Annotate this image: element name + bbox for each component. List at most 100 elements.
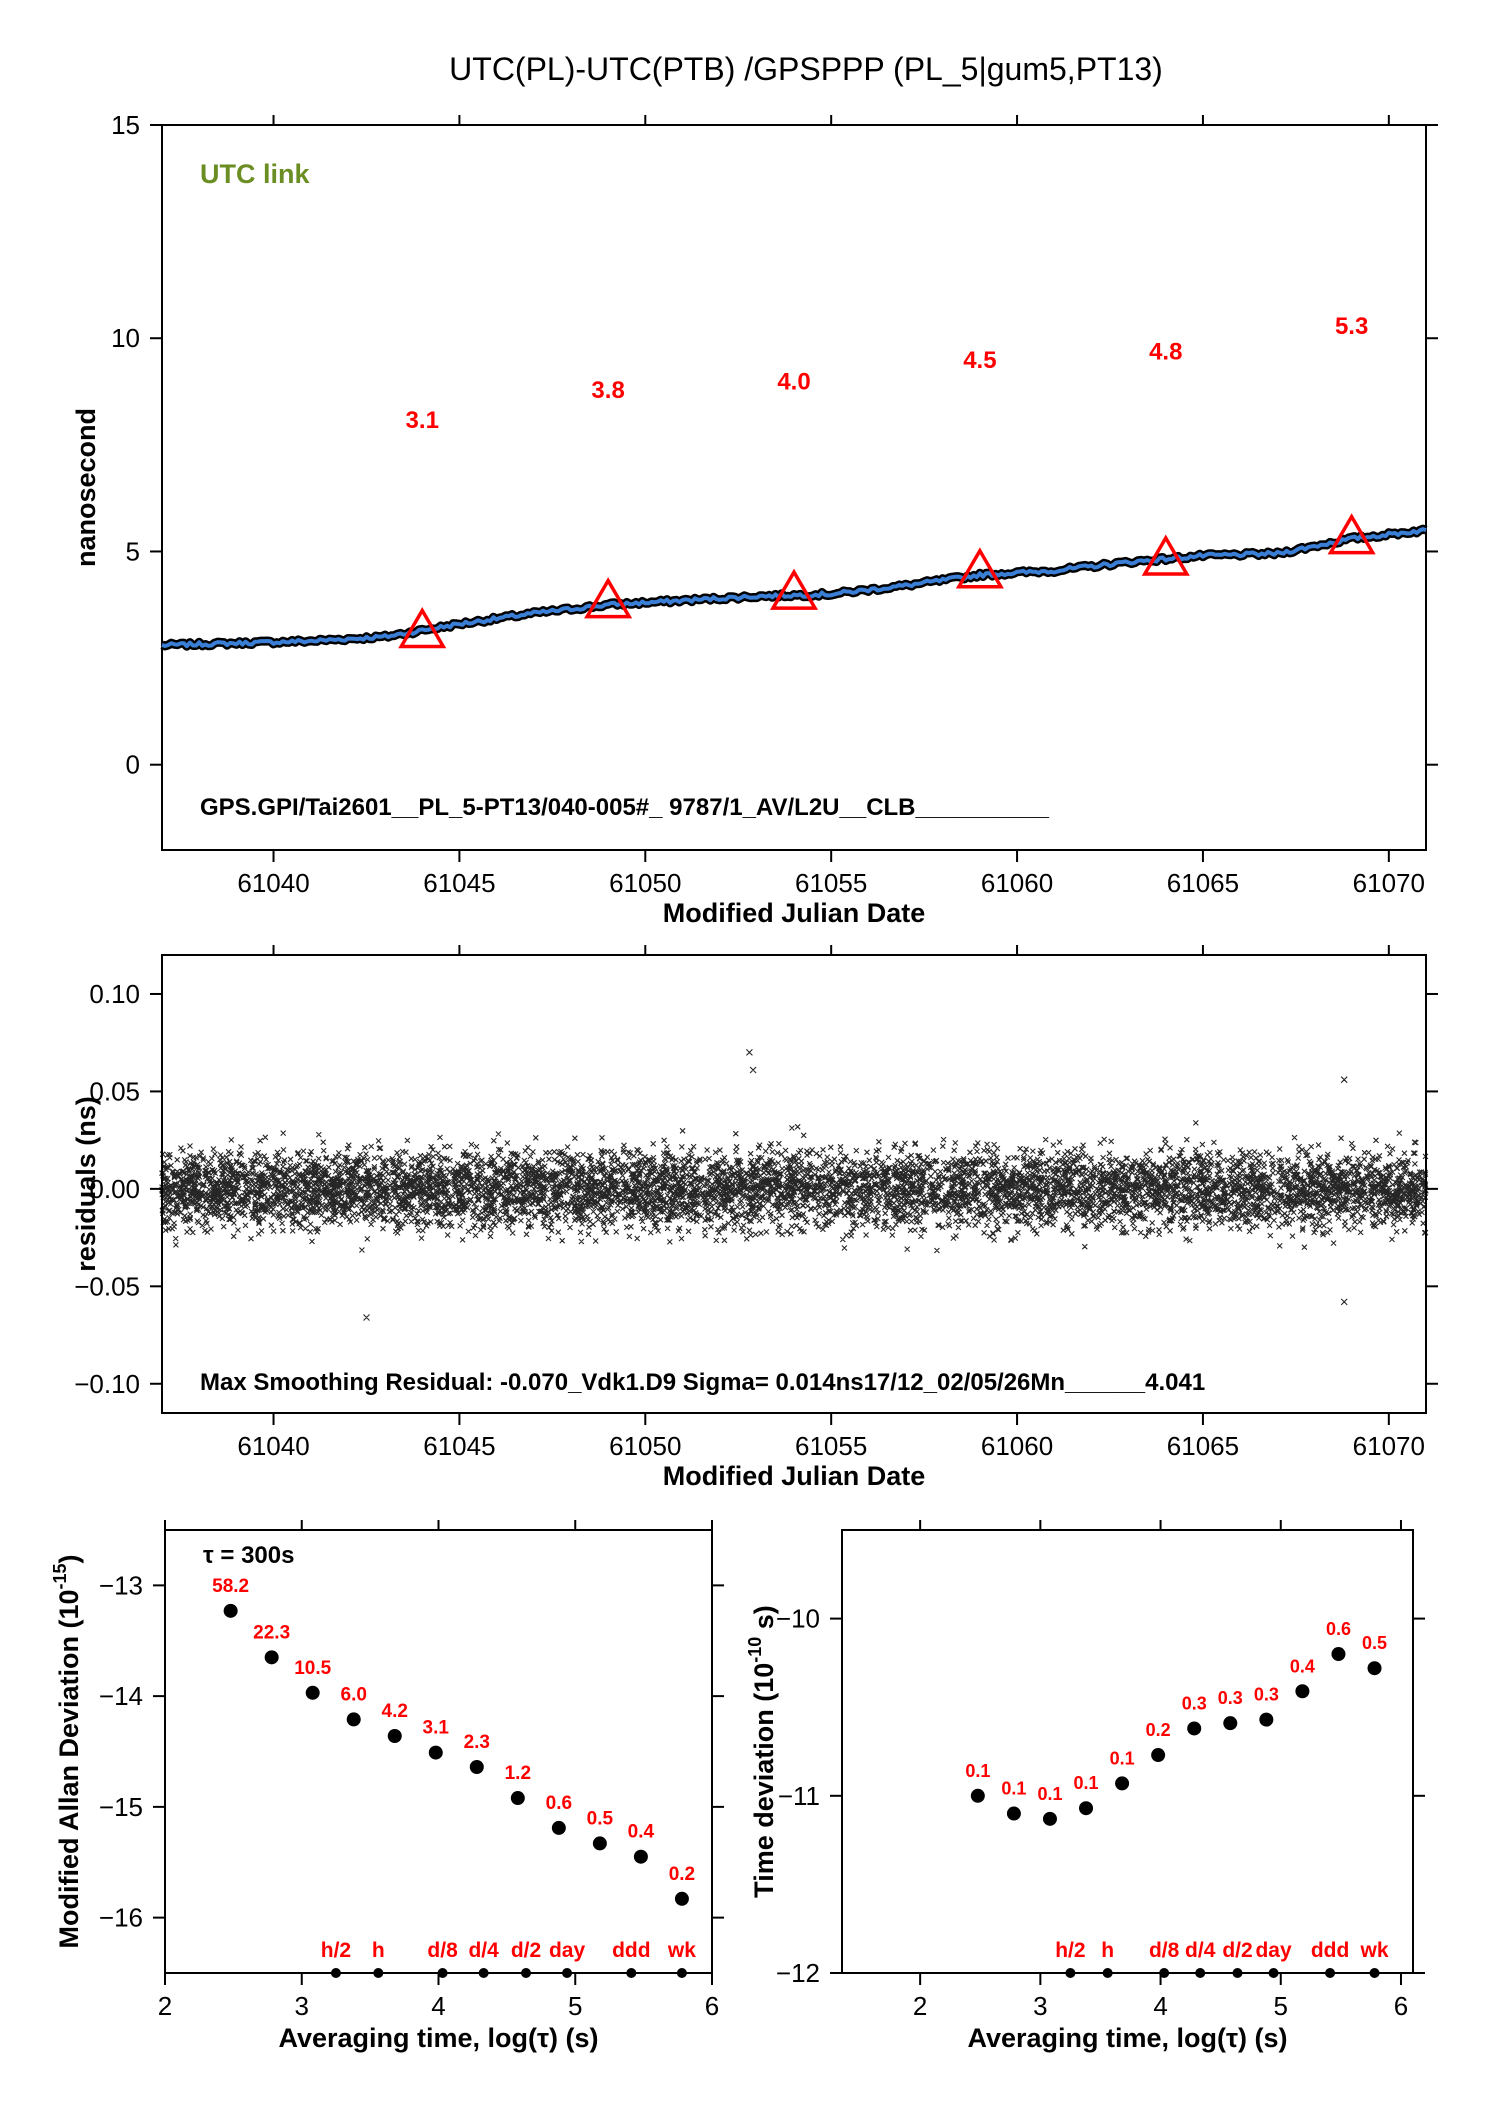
mdev-xtick-label: 2 <box>158 1991 172 2021</box>
res-ytick-label: −0.05 <box>74 1271 140 1301</box>
tdev-point-label: 0.3 <box>1182 1693 1207 1713</box>
mdev-point-label: 22.3 <box>253 1622 290 1643</box>
tdev-point-label: 0.6 <box>1326 1619 1351 1639</box>
tdev-point <box>1259 1712 1274 1727</box>
mdev-point <box>592 1836 607 1851</box>
mdev-point-label: 0.2 <box>669 1864 695 1885</box>
utc-xtick-label: 61060 <box>981 868 1053 898</box>
mdev-y-axis-label: Modified Allan Deviation (10-15) <box>50 1554 84 1948</box>
utc-series-line <box>161 527 1427 649</box>
mdev-time-marker-dot <box>521 1968 532 1978</box>
mdev-point <box>264 1650 279 1665</box>
tdev-time-marker-label: day <box>1255 1939 1292 1962</box>
mdev-time-marker-dot <box>676 1968 687 1978</box>
utc-value-label: 4.8 <box>1149 339 1182 366</box>
tdev-point-label: 0.1 <box>1037 1784 1062 1804</box>
mdev-time-marker-dot <box>373 1968 384 1978</box>
utc-triangle-marker <box>398 607 447 649</box>
mdev-point <box>346 1712 361 1727</box>
tdev-point-label: 0.3 <box>1218 1688 1243 1708</box>
tdev-xtick-label: 5 <box>1274 1991 1288 2021</box>
res-xtick-label: 61045 <box>423 1431 495 1461</box>
tdev-frame <box>841 1529 1414 1974</box>
tdev-time-marker-dot <box>1195 1968 1206 1978</box>
utc-xtick-label: 61065 <box>1167 868 1239 898</box>
mdev-point <box>223 1603 238 1618</box>
mdev-xtick-label: 5 <box>568 1991 582 2021</box>
tdev-y-axis-label-exponent: -10 <box>745 1637 765 1663</box>
tdev-time-marker-dot <box>1159 1968 1170 1978</box>
tdev-chart: 2 3 4 5 6 −10 −11 −12 Averaging time, log(τ) (s)… <box>745 1520 1425 2053</box>
tdev-ytick-label: −12 <box>776 1958 820 1988</box>
mdev-xtick-label: 4 <box>431 1991 445 2021</box>
tdev-point-label: 0.4 <box>1290 1656 1315 1676</box>
utc-triangle-marker <box>769 568 819 610</box>
mdev-point <box>510 1791 525 1806</box>
res-y-axis-label: residuals (ns) <box>71 1096 101 1272</box>
tdev-time-marker-label: d/2 <box>1222 1939 1252 1962</box>
tdev-time-marker-label: d/8 <box>1149 1939 1180 1962</box>
tdev-time-marker-label: h/2 <box>1055 1939 1085 1962</box>
res-ytick-label: 0.00 <box>89 1174 140 1204</box>
res-ytick-label: −0.10 <box>74 1369 140 1399</box>
tdev-time-marker-dot <box>1232 1968 1243 1978</box>
res-point-cloud <box>159 1049 1429 1321</box>
utc-xtick-label: 61055 <box>795 868 867 898</box>
tdev-xtick-label: 3 <box>1033 1991 1047 2021</box>
tdev-time-marker-label: h <box>1101 1939 1114 1962</box>
figure-title: UTC(PL)-UTC(PTB) /GPSPPP (PL_5|gum5,PT13… <box>449 51 1163 87</box>
tdev-point <box>1295 1684 1310 1699</box>
tdev-ytick-label: −10 <box>776 1604 820 1634</box>
mdev-time-marker-label: d/4 <box>468 1939 499 1962</box>
tdev-point <box>1151 1748 1166 1763</box>
tdev-xtick-label: 2 <box>913 1991 927 2021</box>
tdev-point-label: 0.2 <box>1146 1720 1171 1740</box>
tdev-x-axis-label: Averaging time, log(τ) (s) <box>967 2023 1287 2053</box>
tdev-xtick-label: 4 <box>1153 1991 1167 2021</box>
mdev-time-marker-label: h/2 <box>321 1939 351 1962</box>
res-xtick-label: 61060 <box>981 1431 1053 1461</box>
mdev-ytick-label: −14 <box>99 1681 143 1711</box>
tdev-point-label: 0.1 <box>965 1761 990 1781</box>
mdev-xtick-label: 3 <box>295 1991 309 2021</box>
mdev-point-label: 3.1 <box>423 1718 450 1739</box>
tdev-xtick-label: 6 <box>1394 1991 1408 2021</box>
tdev-point <box>970 1788 985 1803</box>
utc-triangle-marker <box>1141 534 1190 576</box>
mdev-point-label: 0.5 <box>587 1808 614 1829</box>
utc-ytick-label: 10 <box>111 323 140 353</box>
mdev-time-marker-dot <box>626 1968 637 1978</box>
utc-xtick-label: 61070 <box>1353 868 1425 898</box>
tdev-point <box>1223 1716 1238 1731</box>
utc-xtick-label: 61040 <box>237 868 309 898</box>
utc-triangle-marker <box>584 577 633 619</box>
mdev-time-marker-dot <box>437 1968 448 1978</box>
utc-value-label: 4.0 <box>777 368 810 395</box>
utc-value-label: 4.5 <box>963 347 996 374</box>
mdev-point <box>387 1728 402 1743</box>
utc-value-label: 5.3 <box>1335 313 1368 340</box>
mdev-time-marker-label: d/8 <box>427 1939 458 1962</box>
tdev-point <box>1042 1811 1057 1826</box>
mdev-point-label: 4.2 <box>382 1701 408 1722</box>
mdev-point-label: 6.0 <box>341 1684 367 1705</box>
tdev-time-marker-dot <box>1369 1968 1380 1978</box>
tdev-point <box>1115 1776 1130 1791</box>
utc-link-chart: 61040 61045 61050 61055 61060 61065 61070 0 5 10 1… <box>71 110 1438 928</box>
tdev-point <box>1367 1661 1382 1676</box>
mdev-x-axis-label: Averaging time, log(τ) (s) <box>278 2023 598 2053</box>
utc-series-outline <box>160 524 1428 651</box>
mdev-time-marker-dot <box>330 1968 341 1978</box>
mdev-point-label: 0.4 <box>628 1822 655 1843</box>
mdev-point <box>428 1745 443 1760</box>
mdev-point-label: 0.6 <box>546 1793 572 1814</box>
mdev-point <box>469 1760 484 1775</box>
tdev-point <box>1187 1721 1202 1736</box>
tdev-ytick-label: −11 <box>778 1781 820 1811</box>
tdev-point <box>1079 1801 1094 1816</box>
utc-link-label: UTC link <box>200 159 310 189</box>
utc-value-label: 3.1 <box>406 407 439 434</box>
mdev-point-label: 10.5 <box>294 1658 331 1679</box>
tdev-time-marker-dot <box>1268 1968 1279 1978</box>
